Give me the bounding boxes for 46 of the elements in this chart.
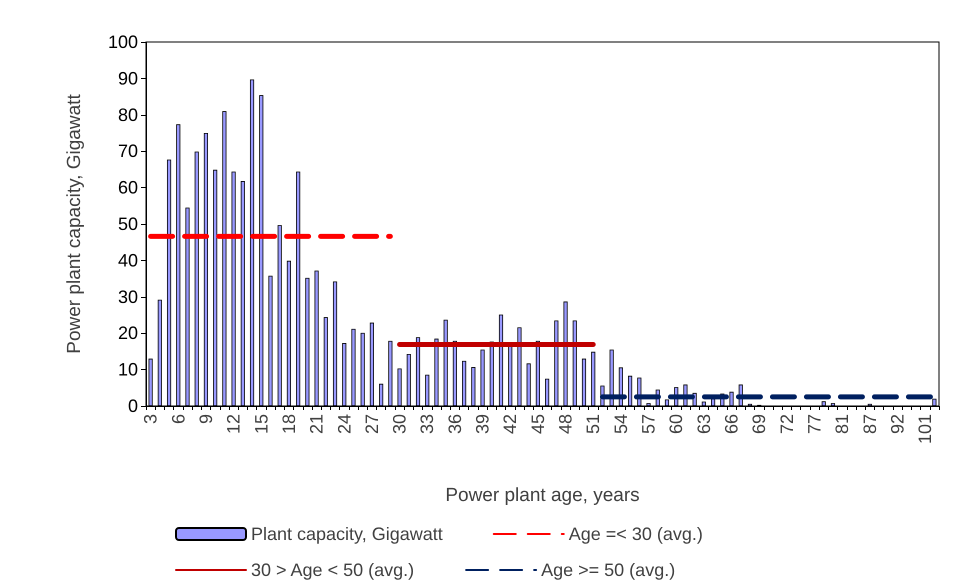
y-tick-label: 30 bbox=[118, 286, 138, 307]
y-tick-label: 100 bbox=[108, 32, 138, 52]
y-tick-label: 10 bbox=[118, 360, 138, 380]
y-tick-label: 0 bbox=[128, 396, 138, 416]
x-tick-label: 54 bbox=[610, 414, 631, 434]
x-tick-label: 12 bbox=[224, 414, 244, 434]
y-tick-label: 70 bbox=[118, 141, 138, 162]
x-tick-label: 66 bbox=[722, 414, 742, 434]
x-tick-label: 87 bbox=[860, 414, 880, 434]
x-tick-label: 24 bbox=[334, 414, 354, 434]
x-tick-label: 45 bbox=[528, 414, 548, 434]
x-tick-label: 101 bbox=[915, 414, 936, 444]
x-tick-label: 48 bbox=[556, 414, 576, 434]
x-tick-label: 60 bbox=[666, 414, 686, 434]
x-tick-label: 51 bbox=[583, 414, 604, 434]
x-tick-label: 27 bbox=[362, 414, 382, 434]
legend-label: 30 > Age < 50 (avg.) bbox=[251, 560, 414, 580]
legend-label: Age =< 30 (avg.) bbox=[568, 524, 703, 544]
y-tick-label: 90 bbox=[118, 68, 138, 88]
x-tick-label: 57 bbox=[638, 414, 659, 434]
x-tick-label: 69 bbox=[749, 414, 770, 434]
legend-label: Age >= 50 (avg.) bbox=[541, 560, 676, 580]
legend-label: Plant capacity, Gigawatt bbox=[251, 524, 443, 544]
y-axis-title: Power plant capacity, Gigawatt bbox=[64, 94, 85, 354]
x-tick-label: 63 bbox=[694, 414, 714, 434]
x-tick-label: 42 bbox=[500, 414, 520, 434]
x-tick-label: 15 bbox=[251, 414, 272, 434]
x-tick-label: 33 bbox=[417, 414, 438, 434]
x-tick-label: 77 bbox=[804, 414, 825, 434]
y-tick-label: 50 bbox=[118, 214, 138, 234]
x-tick-label: 3 bbox=[140, 414, 161, 424]
x-tick-label: 18 bbox=[278, 414, 299, 434]
y-tick-label: 40 bbox=[118, 250, 138, 270]
y-tick-label: 60 bbox=[118, 178, 138, 198]
x-tick-label: 81 bbox=[832, 414, 852, 434]
x-tick-label: 9 bbox=[196, 414, 216, 424]
x-axis-title: Power plant age, years bbox=[445, 485, 640, 506]
x-tick-label: 92 bbox=[888, 414, 908, 434]
x-tick-label: 6 bbox=[168, 414, 188, 424]
x-tick-label: 30 bbox=[390, 414, 410, 434]
y-tick-label: 20 bbox=[118, 323, 138, 344]
x-tick-label: 36 bbox=[444, 414, 465, 434]
x-tick-label: 39 bbox=[472, 414, 493, 434]
x-tick-label: 21 bbox=[306, 414, 327, 434]
y-tick-label: 80 bbox=[118, 104, 138, 125]
x-tick-label: 72 bbox=[776, 414, 797, 434]
